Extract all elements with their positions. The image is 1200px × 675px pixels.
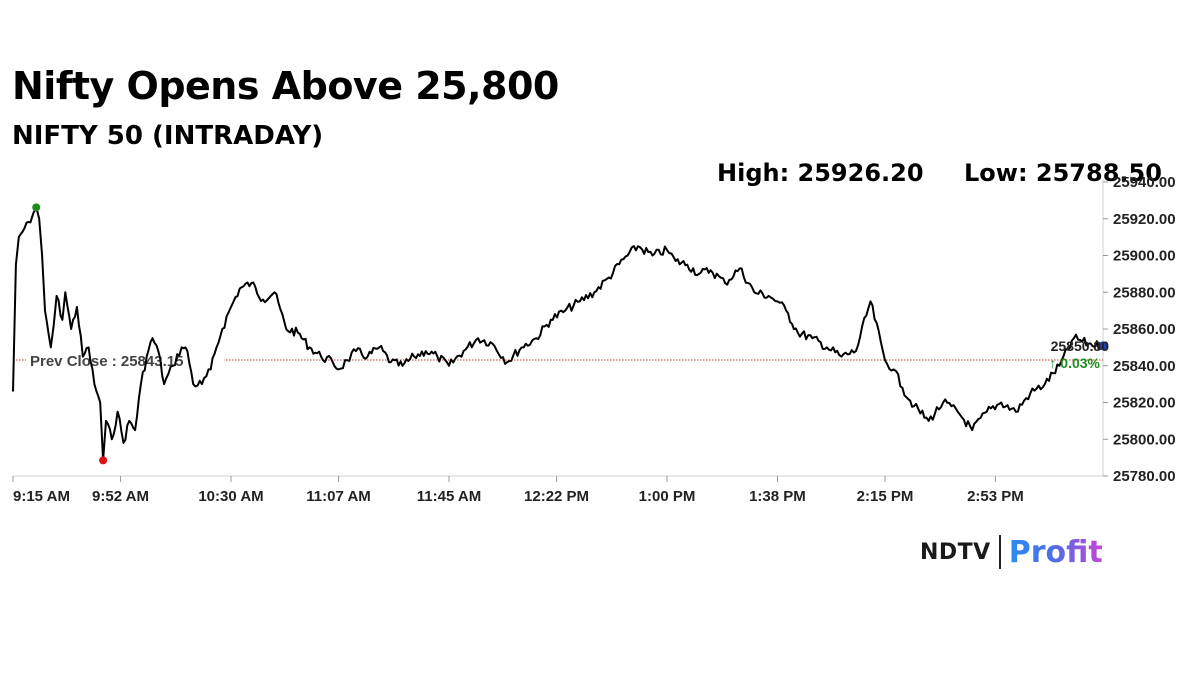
last-price-marker: [1098, 341, 1108, 351]
low-marker: [99, 456, 108, 465]
x-tick-label: 12:22 PM: [524, 488, 589, 505]
price-series-line: [12, 206, 1104, 462]
low-stat: Low: 25788.50: [964, 159, 1162, 187]
headline: Nifty Opens Above 25,800: [12, 64, 559, 108]
brand-ndtv: NDTV: [920, 539, 991, 565]
x-tick-label: 11:07 AM: [306, 488, 370, 505]
y-tick-label: 25820.00: [1113, 395, 1176, 412]
x-tick-label: 2:15 PM: [857, 488, 914, 505]
x-tick-label: 1:00 PM: [639, 488, 696, 505]
y-tick-label: 25880.00: [1113, 284, 1176, 301]
x-axis: 9:15 AM 9:52 AM 10:30 AM 11:07 AM 11:45 AM 12…: [12, 476, 1024, 505]
y-axis: 25780.00 25800.00 25820.00 25840.00 25860.00…: [1103, 174, 1176, 485]
ndtv-profit-logo: NDTV Profit: [920, 534, 1103, 570]
x-tick-label: 1:38 PM: [749, 488, 806, 505]
high-stat: High: 25926.20: [717, 159, 924, 187]
y-tick-label: 25800.00: [1113, 431, 1176, 448]
y-tick-label: 25900.00: [1113, 248, 1176, 265]
x-tick-label: 11:45 AM: [417, 488, 481, 505]
brand-divider: [998, 535, 1001, 569]
brand-profit: Profit: [1008, 534, 1103, 570]
x-tick-label: 10:30 AM: [198, 488, 263, 505]
y-tick-label: 25860.00: [1113, 321, 1176, 338]
change-percent-label: ↑ 0.03%: [1049, 355, 1100, 371]
y-tick-label: 25780.00: [1113, 468, 1176, 485]
high-marker: [32, 203, 41, 212]
last-price-label: 25850.80: [1051, 338, 1110, 354]
x-tick-label: 9:15 AM: [13, 488, 70, 505]
y-tick-label: 25920.00: [1113, 211, 1176, 228]
chart-subtitle: NIFTY 50 (INTRADAY): [12, 121, 324, 151]
x-tick-label: 2:53 PM: [967, 488, 1024, 505]
y-tick-label: 25940.00: [1113, 174, 1176, 191]
x-tick-label: 9:52 AM: [92, 488, 149, 505]
y-tick-label: 25840.00: [1113, 358, 1176, 375]
